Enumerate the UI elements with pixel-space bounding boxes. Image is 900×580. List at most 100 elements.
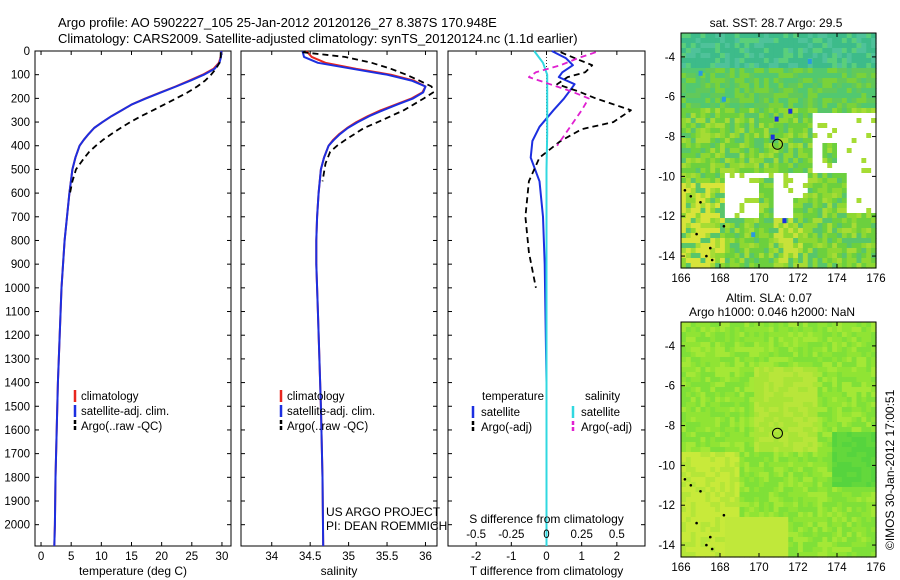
- map-cell: [793, 532, 799, 538]
- map-cell: [729, 113, 736, 119]
- map-cell: [778, 377, 784, 383]
- map-cell: [710, 542, 716, 548]
- map-cell: [822, 332, 828, 338]
- map-cell: [812, 263, 819, 269]
- map-cell: [681, 377, 687, 383]
- map-cell: [832, 118, 838, 124]
- map-cell: [685, 38, 692, 44]
- map-cell: [802, 258, 809, 264]
- map-cell: [773, 542, 780, 548]
- map-cell: [773, 258, 780, 264]
- map-cell: [749, 83, 755, 89]
- map-cell: [695, 33, 702, 39]
- map-cell: [749, 208, 755, 214]
- map-cell: [841, 133, 848, 139]
- map-speckle: [774, 116, 779, 122]
- map-cell: [690, 527, 697, 533]
- map-cell: [798, 342, 804, 348]
- sla-map-xtick-label: 176: [866, 562, 885, 574]
- map-cell: [783, 552, 789, 558]
- map-cell: [851, 43, 858, 49]
- map-cell: [720, 128, 726, 134]
- map-cell: [690, 372, 697, 378]
- map-cell: [734, 372, 741, 378]
- map-cell: [822, 183, 828, 189]
- map-cell: [681, 113, 687, 119]
- map-cell: [793, 213, 799, 219]
- map-cell: [754, 442, 760, 448]
- map-cell: [759, 208, 765, 214]
- map-cell: [871, 183, 877, 189]
- map-cell: [749, 153, 755, 159]
- map-cell: [871, 133, 877, 139]
- map-cell: [837, 482, 843, 488]
- map-cell: [851, 372, 858, 378]
- map-cell: [734, 68, 741, 74]
- map-cell: [763, 362, 770, 368]
- map-cell: [802, 203, 809, 209]
- map-cell: [700, 467, 706, 473]
- map-cell: [734, 33, 741, 39]
- map-cell: [773, 223, 780, 229]
- map-cell: [754, 243, 760, 249]
- map-cell: [837, 427, 843, 433]
- map-cell: [778, 123, 784, 129]
- map-cell: [739, 203, 745, 209]
- map-cell: [724, 337, 731, 343]
- map-cell: [812, 128, 819, 134]
- map-cell: [773, 447, 780, 453]
- map-cell: [729, 462, 736, 468]
- map-cell: [783, 347, 789, 353]
- map-cell: [851, 532, 858, 538]
- map-cell: [822, 118, 828, 124]
- map-cell: [856, 532, 862, 538]
- map-cell: [685, 487, 692, 493]
- map-cell: [846, 372, 853, 378]
- map-cell: [710, 83, 716, 89]
- map-cell: [685, 253, 692, 259]
- map-cell: [866, 228, 872, 234]
- map-cell: [695, 208, 702, 214]
- map-cell: [710, 327, 716, 333]
- map-cell: [817, 148, 823, 154]
- map-cell: [710, 263, 716, 269]
- map-cell: [802, 118, 809, 124]
- map-cell: [754, 248, 760, 254]
- map-cell: [749, 332, 755, 338]
- map-cell: [802, 387, 809, 393]
- map-cell: [841, 432, 848, 438]
- map-cell: [871, 108, 877, 114]
- map-cell: [778, 397, 784, 403]
- map-cell: [841, 437, 848, 443]
- map-cell: [837, 507, 843, 513]
- map-cell: [798, 487, 804, 493]
- map-cell: [720, 148, 726, 154]
- map-cell: [783, 148, 789, 154]
- map-cell: [695, 138, 702, 144]
- map-cell: [783, 188, 789, 194]
- map-cell: [700, 118, 706, 124]
- map-cell: [715, 392, 721, 398]
- map-cell: [681, 228, 687, 234]
- map-cell: [788, 352, 794, 358]
- map-cell: [720, 138, 726, 144]
- map-cell: [749, 417, 755, 423]
- map-cell: [729, 198, 736, 204]
- map-cell: [715, 173, 721, 179]
- map-cell: [817, 218, 823, 224]
- map-cell: [754, 163, 760, 169]
- map-cell: [856, 33, 862, 39]
- map-cell: [822, 243, 828, 249]
- map-cell: [817, 63, 823, 69]
- map-cell: [793, 98, 799, 104]
- map-cell: [773, 138, 780, 144]
- map-cell: [812, 342, 819, 348]
- map-cell: [846, 48, 853, 54]
- map-cell: [724, 208, 731, 214]
- map-cell: [837, 138, 843, 144]
- map-cell: [851, 367, 858, 373]
- map-cell: [837, 332, 843, 338]
- map-cell: [871, 223, 877, 229]
- map-cell: [861, 542, 867, 548]
- map-cell: [807, 467, 814, 473]
